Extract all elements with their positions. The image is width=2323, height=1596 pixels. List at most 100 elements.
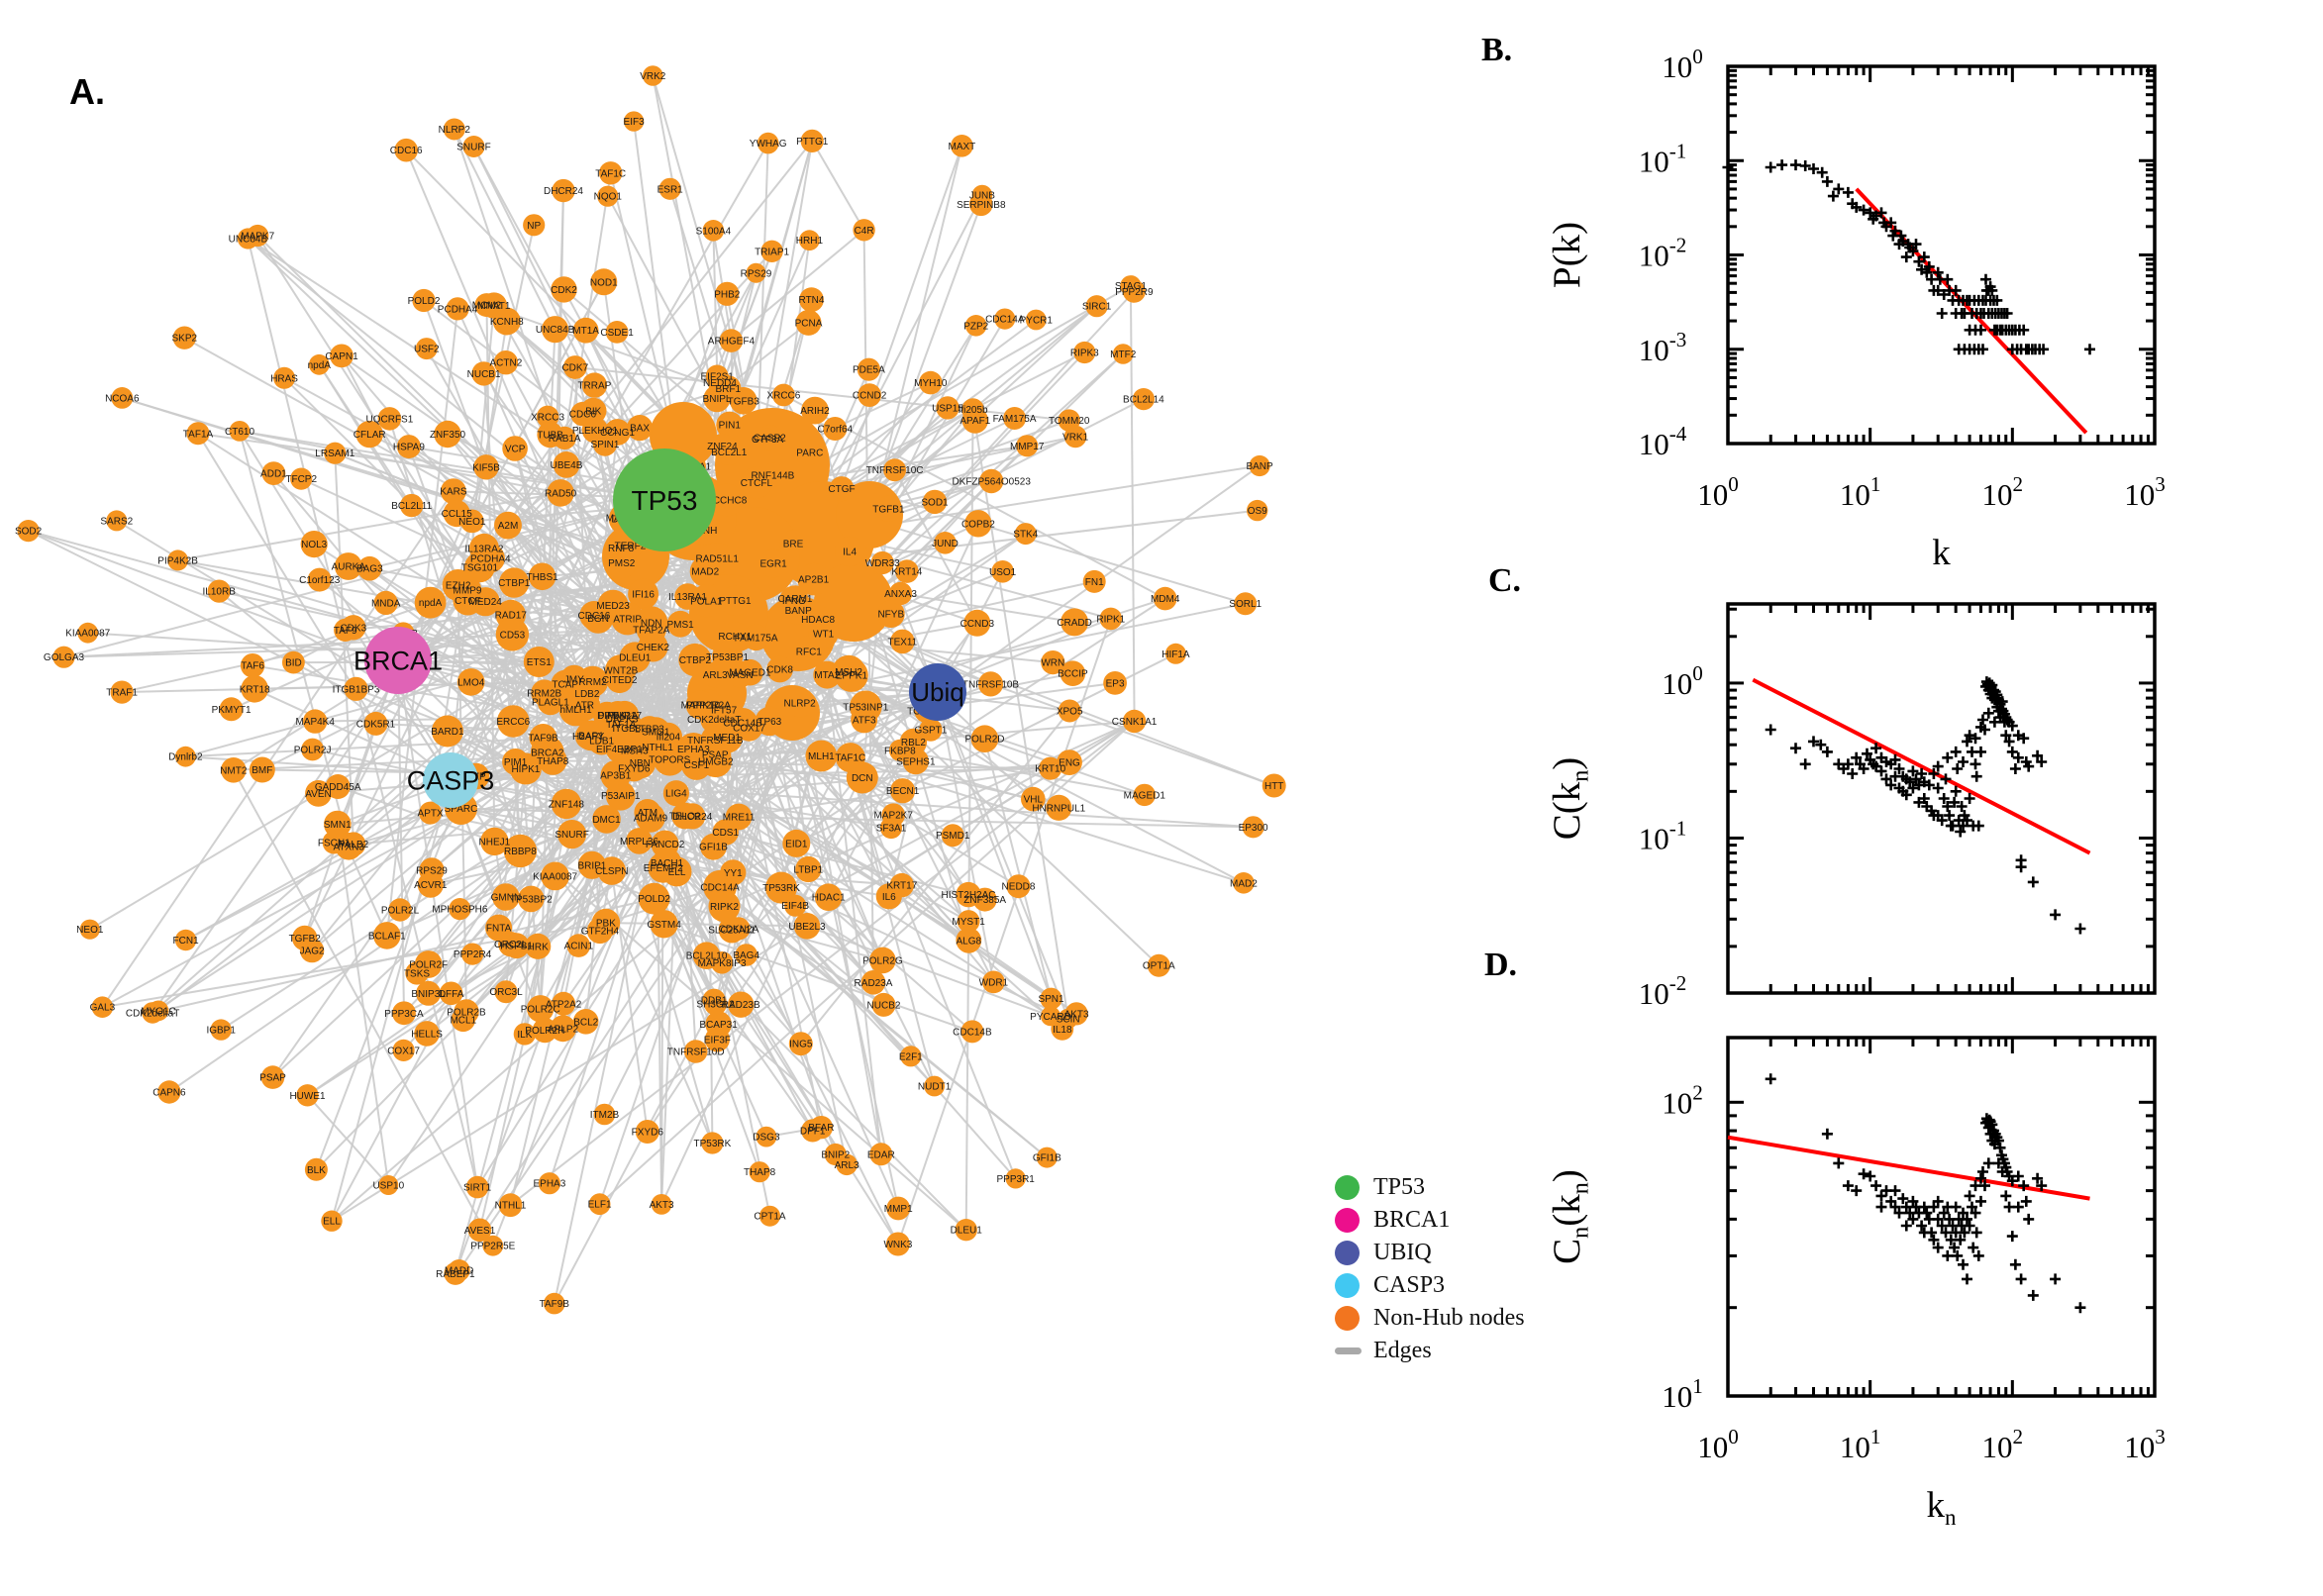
network-node-label: CCND3 [960, 619, 995, 630]
data-point [1858, 204, 1869, 216]
network-node-label: IFI16 [632, 590, 655, 601]
network-node [823, 417, 848, 441]
network-node-label: LRSAM1 [315, 449, 354, 459]
network-node-label: ZNF385A [963, 895, 1006, 906]
legend-item-tp53: TP53 [1335, 1171, 1525, 1204]
network-node [869, 1143, 893, 1166]
network-node [977, 671, 1004, 697]
network-node-label: KRT14 [891, 567, 922, 578]
data-point [1816, 166, 1828, 178]
network-node [301, 738, 324, 761]
data-point [1928, 1201, 1940, 1213]
network-node-label: ZNF24 [707, 442, 738, 452]
network-node-label: EDAR [867, 1149, 895, 1160]
network-node-label: SNURF [456, 143, 490, 153]
network-node-label: IL13RA1 [668, 592, 707, 603]
data-point [1918, 251, 1930, 263]
network-node-label: TSKS [404, 968, 430, 979]
network-node [207, 579, 231, 603]
network-node-label: SARS2 [100, 516, 133, 527]
tick-label: 100 [1662, 45, 1703, 84]
network-node [597, 856, 627, 885]
network-node [499, 567, 530, 598]
data-point [1944, 810, 1956, 822]
network-node [606, 665, 634, 694]
network-node [1085, 295, 1108, 318]
network-node [934, 532, 957, 554]
network-node-label: RAD23B [722, 1000, 760, 1011]
network-node-label: ORC3L [489, 987, 523, 998]
data-point [1962, 1213, 1972, 1225]
network-node-label: MAP4K4 [295, 717, 335, 728]
data-point [1875, 1190, 1887, 1202]
data-point [1885, 217, 1897, 229]
data-point [1918, 1201, 1930, 1213]
data-point [2001, 308, 2013, 319]
network-node-label: MAD2 [691, 567, 719, 578]
network-node-label: CRADD [1057, 618, 1092, 629]
network-node-label: TAF1C [835, 753, 865, 764]
network-node-label: AP2B1 [798, 575, 830, 586]
network-node [735, 944, 758, 966]
network-node [299, 938, 325, 963]
scatter-points [1765, 676, 2086, 935]
network-node [758, 549, 788, 578]
network-node-label: JUNB [969, 191, 995, 202]
network-node-label: NLRP2 [783, 698, 816, 709]
data-point [1900, 251, 1912, 263]
data-point [2006, 1175, 2018, 1187]
network-node-label: NQO1 [594, 192, 623, 203]
network-node [357, 555, 382, 581]
network-node-label: NCOA6 [105, 393, 140, 404]
network-node [552, 991, 576, 1016]
network-node-label: TP63 [758, 717, 781, 728]
network-node [494, 980, 518, 1004]
network-node-label: LDB1 [589, 737, 614, 748]
network-node-label: MNAT1 [477, 301, 511, 312]
network-node-label: PALB2 [339, 840, 369, 850]
network-node [960, 1020, 984, 1044]
network-node [636, 716, 662, 743]
network-node [465, 1175, 489, 1199]
tick-label: 102 [1982, 472, 2024, 512]
network-node-label: MCM2 [472, 301, 502, 312]
data-point [1921, 266, 1933, 278]
network-node-label: BAG4 [733, 950, 759, 961]
data-point [1982, 1157, 1994, 1169]
panel-a-label: A. [69, 71, 105, 112]
data-point [1865, 1170, 1876, 1182]
data-point [2018, 324, 2030, 336]
network-node-label: BRCA2 [531, 748, 564, 758]
network-node-label: PDE5A [853, 365, 885, 376]
network-node-label: RPS29 [741, 268, 772, 279]
network-node [304, 1157, 328, 1181]
network-node-label: ACIN1 [564, 942, 594, 952]
network-node [363, 711, 388, 736]
network-node-label: MAPK8IP3 [698, 958, 747, 969]
data-point [1893, 1207, 1905, 1219]
network-node-label: BNIPL [703, 394, 732, 405]
network-node-label: MSH2 [835, 667, 862, 678]
network-node-label: BCL2 [573, 1017, 598, 1028]
network-node-label: GSPT1 [915, 726, 948, 737]
network-node-label: VHL [1024, 795, 1044, 806]
network-node [471, 361, 496, 386]
network-node-label: MAPK7 [241, 232, 274, 243]
tick-label: 10-2 [1639, 234, 1687, 273]
network-node-label: BIK [585, 406, 601, 417]
network-node [551, 276, 577, 303]
data-point [1977, 1166, 1988, 1177]
network-node-label: TP53RK [762, 883, 800, 894]
network-node-label: PCDHA4 [470, 553, 511, 564]
network-node-label: SMN1 [324, 820, 352, 831]
network-node [635, 606, 668, 640]
network-node [210, 1019, 232, 1041]
data-point [1958, 1258, 1969, 1270]
network-node [636, 803, 665, 833]
network-node-label: WNT2B [603, 665, 638, 676]
network-node [626, 828, 653, 854]
network-node [650, 910, 678, 939]
data-point [2006, 746, 2018, 757]
network-node [415, 338, 438, 360]
data-point [1962, 736, 1972, 748]
